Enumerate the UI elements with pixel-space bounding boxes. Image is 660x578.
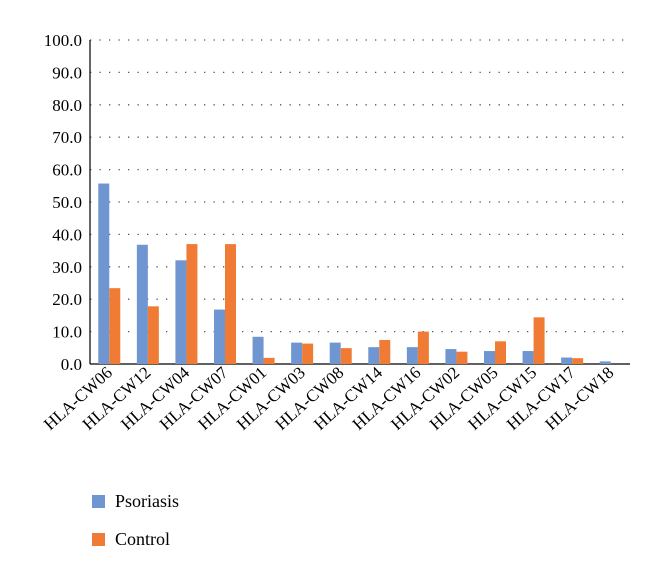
bar-psoriasis <box>406 347 418 364</box>
bar-psoriasis <box>329 342 341 364</box>
y-tick-label: 40.0 <box>52 225 82 244</box>
bar-control <box>225 244 236 364</box>
bar-control <box>417 331 429 364</box>
y-tick-label: 50.0 <box>52 193 82 212</box>
bar-control <box>147 306 159 364</box>
bar-control <box>109 288 121 364</box>
legend-swatch-psoriasis <box>92 494 105 508</box>
bar-control <box>263 357 275 364</box>
bar-control <box>456 351 468 364</box>
bar-psoriasis <box>599 361 611 364</box>
bar-control <box>495 341 506 364</box>
bar-psoriasis <box>175 260 187 364</box>
bar-psoriasis <box>445 349 457 364</box>
y-tick-label: 10.0 <box>52 323 82 342</box>
y-tick-label: 80.0 <box>52 96 82 115</box>
y-tick-label: 60.0 <box>52 161 82 180</box>
bar-control <box>186 244 198 364</box>
bar-control <box>533 317 545 364</box>
legend-label-control: Control <box>115 528 171 549</box>
y-tick-label: 20.0 <box>52 290 82 309</box>
bar-control <box>302 343 314 364</box>
bar-psoriasis <box>214 309 225 364</box>
y-tick-label: 100.0 <box>44 31 82 50</box>
legend-item-psoriasis: Psoriasis <box>92 490 179 512</box>
bar-control <box>379 340 391 364</box>
bar-psoriasis <box>368 347 380 364</box>
legend-label-psoriasis: Psoriasis <box>115 490 180 511</box>
bar-psoriasis <box>136 244 148 364</box>
bar-control <box>572 358 584 364</box>
legend: Psoriasis Control <box>92 490 179 566</box>
y-tick-label: 90.0 <box>52 63 82 82</box>
bar-psoriasis <box>252 336 264 364</box>
bar-psoriasis <box>484 351 495 364</box>
bar-psoriasis <box>561 357 573 364</box>
y-tick-label: 70.0 <box>52 128 82 147</box>
y-tick-label: 30.0 <box>52 258 82 277</box>
y-tick-label: 0.0 <box>61 355 82 374</box>
legend-item-control: Control <box>92 528 179 550</box>
bar-psoriasis <box>291 342 303 364</box>
bar-control <box>340 348 352 364</box>
bar-psoriasis <box>522 351 534 364</box>
legend-swatch-control <box>92 532 105 546</box>
bar-psoriasis <box>98 183 110 364</box>
